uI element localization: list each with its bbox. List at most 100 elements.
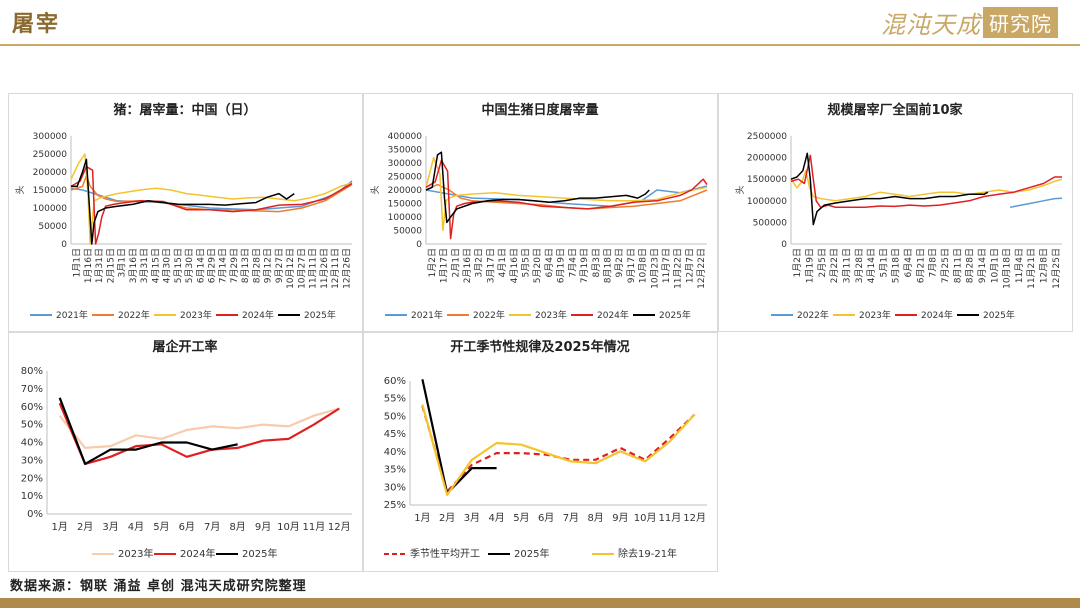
x-tick-label: 7月8日 xyxy=(928,248,939,277)
x-tick-label: 3月 xyxy=(464,512,480,524)
x-tick-label: 2月16日 xyxy=(462,248,473,283)
y-tick-label: 45% xyxy=(384,429,406,440)
x-tick-label: 11月 xyxy=(303,521,326,533)
chart-c2: 中国生猪日度屠宰量 400000 350000 300000 250000 200000 1… xyxy=(370,102,708,321)
y-tick-label: 1500000 xyxy=(747,175,787,185)
x-tick-label: 1月16日 xyxy=(83,248,94,283)
x-tick-label: 9月17日 xyxy=(626,248,637,283)
x-tick-label: 10月23日 xyxy=(649,248,660,289)
x-tick-label: 12月11日 xyxy=(330,248,341,289)
y-tick-label: 300000 xyxy=(33,132,68,142)
legend-label: 除去19-21年 xyxy=(618,547,677,560)
chart-title: 屠企开工率 xyxy=(152,339,217,355)
y-tick-label: 400000 xyxy=(388,132,423,142)
x-tick-label: 12月 xyxy=(683,512,706,524)
y-tick-label: 0 xyxy=(416,240,422,250)
x-tick-label: 6月14日 xyxy=(195,248,206,283)
legend-label: 2023年 xyxy=(180,309,212,321)
y-tick-label: 50000 xyxy=(393,227,422,237)
x-tick-label: 7月29日 xyxy=(229,248,240,283)
x-tick-label: 6月19日 xyxy=(556,248,567,283)
x-tick-label: 5月18日 xyxy=(891,248,902,283)
x-tick-label: 6月29日 xyxy=(207,248,218,283)
y-tick-label: 150000 xyxy=(388,200,423,210)
chart-title: 开工季节性规律及2025年情况 xyxy=(450,339,629,355)
x-tick-label: 1月 xyxy=(52,521,68,533)
series-line-1 xyxy=(790,169,1063,202)
legend-label: 2024年 xyxy=(242,309,274,321)
x-tick-label: 9月14日 xyxy=(977,248,988,283)
series-line-2 xyxy=(421,404,696,496)
legend-label: 2025年 xyxy=(242,547,277,560)
chart-c5: 开工季节性规律及2025年情况 60% 55% 50% 45% 40% 35% 30% 25% 1… xyxy=(384,339,707,560)
x-tick-label: 2月 xyxy=(439,512,455,524)
x-tick-label: 1月 xyxy=(414,512,430,524)
x-tick-label: 1月1日 xyxy=(72,248,83,277)
x-tick-label: 8月28日 xyxy=(251,248,262,283)
x-tick-label: 6月 xyxy=(538,512,554,524)
x-tick-label: 7月25日 xyxy=(940,248,951,283)
y-tick-label: 30% xyxy=(21,455,43,466)
y-tick-label: 55% xyxy=(384,394,406,405)
x-tick-label: 12月 xyxy=(328,521,351,533)
x-tick-label: 10月18日 xyxy=(1002,248,1013,289)
legend-label: 2025年 xyxy=(514,547,549,560)
footer-bar xyxy=(0,598,1080,608)
x-tick-label: 10月 xyxy=(277,521,300,533)
y-tick-label: 40% xyxy=(384,447,406,458)
x-tick-label: 6月21日 xyxy=(915,248,926,283)
chart-panel-c2: 中国生猪日度屠宰量 400000 350000 300000 250000 200000 1… xyxy=(363,93,718,332)
x-tick-label: 5月5日 xyxy=(521,248,532,277)
x-tick-label: 7月 xyxy=(204,521,220,533)
x-tick-label: 4月16日 xyxy=(509,248,520,283)
x-tick-label: 7月14日 xyxy=(218,248,229,283)
y-tick-label: 0 xyxy=(781,240,787,250)
series-line-1 xyxy=(425,183,708,210)
series-line-1 xyxy=(58,402,340,465)
page-title: 屠宰 xyxy=(12,11,61,37)
x-tick-label: 11月22日 xyxy=(673,248,684,289)
x-tick-label: 4月 xyxy=(128,521,144,533)
x-tick-label: 2月22日 xyxy=(829,248,840,283)
y-tick-label: 2000000 xyxy=(747,154,787,164)
series-line-2 xyxy=(425,156,708,232)
x-tick-label: 2月15日 xyxy=(105,248,116,283)
series-line-0 xyxy=(1009,197,1063,209)
x-tick-label: 3月2日 xyxy=(474,248,485,277)
legend-label: 2021年 xyxy=(411,309,443,321)
y-axis-label: 头 xyxy=(370,185,381,194)
x-tick-label: 8月 xyxy=(229,521,245,533)
y-axis-label: 头 xyxy=(735,185,746,194)
legend-label: 2021年 xyxy=(56,309,88,321)
x-tick-label: 12月26日 xyxy=(341,248,352,289)
x-tick-label: 8月18日 xyxy=(602,248,613,283)
series-line-0 xyxy=(421,405,696,493)
x-tick-label: 7月 xyxy=(563,512,579,524)
x-tick-label: 9月27日 xyxy=(274,248,285,283)
series-line-4 xyxy=(71,158,295,245)
series-line-4 xyxy=(425,151,650,224)
x-tick-label: 5月 xyxy=(153,521,169,533)
x-tick-label: 10月8日 xyxy=(638,248,649,283)
x-tick-label: 6月4日 xyxy=(544,248,555,277)
x-tick-label: 9月 xyxy=(612,512,628,524)
x-tick-label: 12月8日 xyxy=(1039,248,1050,283)
x-tick-label: 12月25日 xyxy=(1051,248,1062,289)
x-tick-label: 10月 xyxy=(634,512,657,524)
x-tick-label: 11月7日 xyxy=(661,248,672,283)
x-tick-label: 10月1日 xyxy=(989,248,1000,283)
series-line-3 xyxy=(425,159,708,240)
y-tick-label: 250000 xyxy=(388,173,423,183)
x-tick-label: 2月 xyxy=(77,521,93,533)
logo-script-text: 混沌天成 xyxy=(881,10,981,39)
y-tick-label: 0% xyxy=(27,509,43,520)
chart-panel-c5: 开工季节性规律及2025年情况 60% 55% 50% 45% 40% 35% 30% 25% 1… xyxy=(363,332,718,572)
y-tick-label: 300000 xyxy=(388,159,423,169)
data-source-note: 数据来源：钢联 涌益 卓创 混沌天成研究院整理 xyxy=(10,579,307,594)
x-tick-label: 8月13日 xyxy=(240,248,251,283)
x-tick-label: 3月28日 xyxy=(854,248,865,283)
legend-label: 2023年 xyxy=(118,547,153,560)
x-tick-label: 8月11日 xyxy=(952,248,963,283)
chart-panel-c3: 规模屠宰厂全国前10家 2500000 2000000 1500000 1000000 5… xyxy=(718,93,1073,332)
x-tick-label: 11月26日 xyxy=(319,248,330,289)
